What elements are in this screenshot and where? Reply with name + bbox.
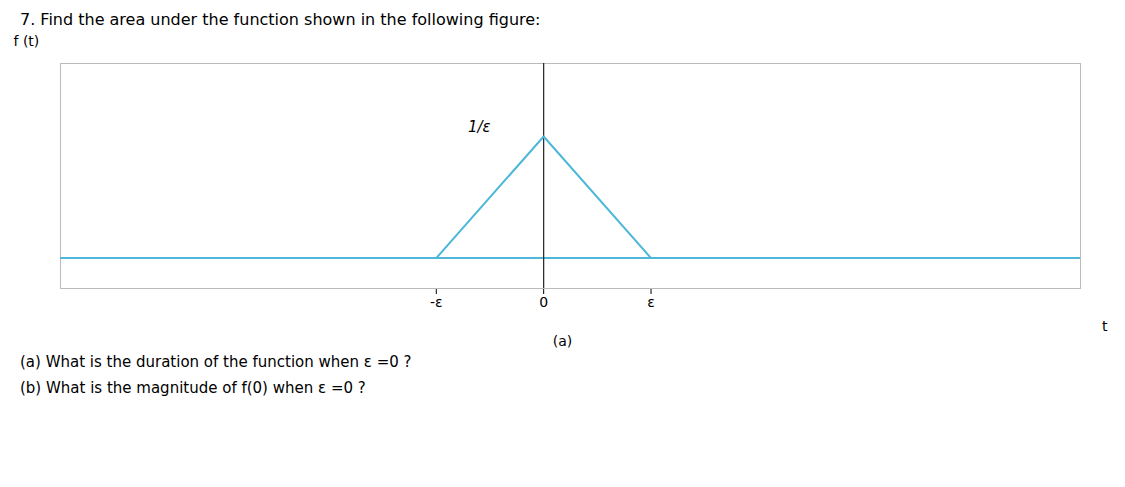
svg-text:t: t [1102,318,1108,334]
html-text:(a) What is the duration of th: (a) What is the duration of the function… [20,353,412,371]
svg-text:ε: ε [647,294,655,310]
html-text:7. Find the area under the fun: 7. Find the area under the function show… [20,10,541,29]
svg-text:-ε: -ε [430,294,443,310]
svg-text:0: 0 [539,294,548,310]
svg-text:f (t): f (t) [14,33,40,49]
svg-text:1/ε: 1/ε [468,118,491,136]
html-text:(a): (a) [552,333,573,349]
html-text:(b) What is the magnitude of f: (b) What is the magnitude of f(0) when ε… [20,379,366,397]
